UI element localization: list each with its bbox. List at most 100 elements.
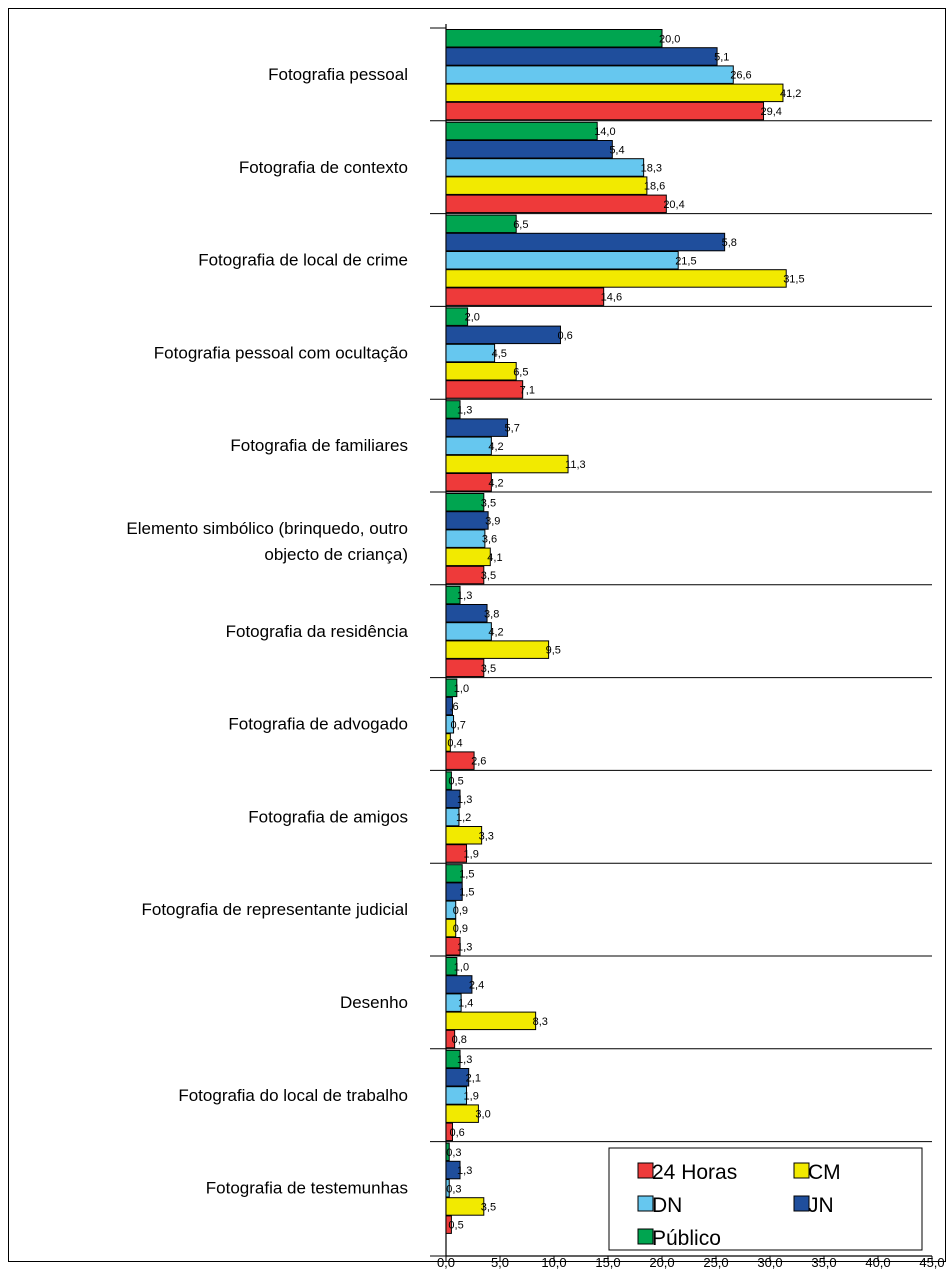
legend-swatch: [793, 1195, 810, 1212]
bar-jn: [445, 232, 726, 252]
bar-cm: [445, 1104, 479, 1123]
bar-24-horas: [445, 658, 485, 678]
data-label: 2,0: [465, 312, 480, 324]
bar-24-horas: [445, 565, 485, 585]
data-label: 1,3: [457, 794, 472, 806]
data-label: 0,5: [448, 776, 463, 788]
bar-jn: [445, 975, 473, 994]
bar-cm: [445, 362, 517, 381]
bar-cm: [445, 918, 457, 938]
data-label: 20,0: [659, 33, 680, 45]
bar-jn: [445, 882, 463, 901]
bar-cm: [445, 826, 483, 845]
legend-label: JN: [808, 1194, 834, 1217]
data-label: 0,9: [453, 923, 468, 935]
data-label: 0,3: [446, 1183, 461, 1195]
data-label: 8,3: [533, 1016, 548, 1028]
data-label: 1,0: [454, 683, 469, 695]
bar-jn: [445, 1068, 470, 1087]
bar-jn: [445, 1160, 461, 1180]
bar-público: [445, 1142, 450, 1162]
data-label: 4,1: [487, 552, 502, 564]
data-label: 2,1: [466, 1072, 481, 1084]
category-label: Fotografia de local de crime: [198, 251, 408, 270]
legend-box: [608, 1147, 923, 1251]
data-label: 1,5: [459, 868, 474, 880]
bar-dn: [445, 343, 496, 363]
data-label: 21,5: [675, 255, 696, 267]
legend-swatch: [637, 1195, 654, 1212]
data-label: 4,2: [488, 626, 503, 638]
x-tick-label: 45,0: [919, 1255, 944, 1270]
data-label: 1,3: [457, 1165, 472, 1177]
bar-dn: [445, 900, 457, 920]
bar-cm: [445, 547, 491, 567]
data-label: 41,2: [780, 88, 801, 100]
data-label: 5,8: [722, 237, 737, 249]
data-label: 5,4: [609, 144, 624, 156]
bar-24-horas: [445, 473, 492, 492]
data-label: 1,3: [457, 404, 472, 416]
data-label: 3,9: [485, 515, 500, 527]
bar-24-horas: [445, 751, 475, 770]
bar-público: [445, 771, 452, 790]
bar-cm: [445, 1197, 485, 1216]
data-label: 0,3: [446, 1147, 461, 1159]
category-label: Fotografia do local de trabalho: [178, 1086, 408, 1105]
bar-jn: [445, 325, 561, 345]
bar-cm: [445, 733, 451, 752]
bar-24-horas: [445, 1215, 452, 1234]
x-tick-label: 0,0: [437, 1255, 455, 1270]
data-label: 9,5: [546, 645, 561, 657]
bar-jn: [445, 789, 461, 809]
x-tick-label: 15,0: [595, 1255, 620, 1270]
bar-público: [445, 678, 458, 698]
x-tick-label: 40,0: [865, 1255, 890, 1270]
data-label: 0,6: [557, 330, 572, 342]
data-label: 5,1: [714, 51, 729, 63]
data-label: 1,0: [454, 961, 469, 973]
category-label: Fotografia da residência: [226, 622, 409, 641]
bar-dn: [445, 993, 462, 1012]
data-label: 1,9: [464, 848, 479, 860]
data-label: 1,3: [457, 590, 472, 602]
data-label: 1,3: [457, 1054, 472, 1066]
data-label: 0,4: [447, 737, 462, 749]
bar-público: [445, 29, 663, 48]
data-label: 18,6: [644, 181, 665, 193]
bar-público: [445, 957, 458, 976]
x-tick-label: 5,0: [491, 1255, 509, 1270]
bar-dn: [445, 1086, 468, 1105]
category-label: Fotografia de testemunhas: [206, 1179, 408, 1198]
bar-dn: [445, 158, 645, 177]
bar-24-horas: [445, 287, 605, 306]
bar-jn: [445, 696, 453, 716]
data-label: 29,4: [761, 106, 782, 118]
bar-público: [445, 121, 598, 141]
bar-jn: [445, 47, 718, 66]
bar-cm: [445, 454, 569, 474]
bar-24-horas: [445, 1029, 456, 1049]
data-label: 6,5: [513, 366, 528, 378]
category-label: objecto de criança): [264, 545, 408, 564]
data-label: 1,2: [456, 812, 471, 824]
x-tick-label: 35,0: [811, 1255, 836, 1270]
data-label: 3,0: [475, 1109, 490, 1121]
bar-24-horas: [445, 380, 524, 399]
data-label: 18,3: [641, 162, 662, 174]
category-label: Fotografia de amigos: [248, 807, 408, 826]
bar-público: [445, 307, 469, 326]
bar-24-horas: [445, 101, 765, 121]
bar-24-horas: [445, 937, 461, 956]
x-tick-label: 30,0: [757, 1255, 782, 1270]
bar-dn: [445, 715, 455, 734]
bar-24-horas: [445, 194, 667, 214]
bar-dn: [445, 65, 734, 84]
bar-jn: [445, 604, 488, 623]
data-label: 14,6: [601, 292, 622, 304]
bar-dn: [445, 1179, 450, 1198]
bar-público: [445, 864, 463, 883]
data-label: 20,4: [663, 199, 684, 211]
legend-label: Público: [652, 1227, 721, 1250]
bar-dn: [445, 251, 679, 270]
